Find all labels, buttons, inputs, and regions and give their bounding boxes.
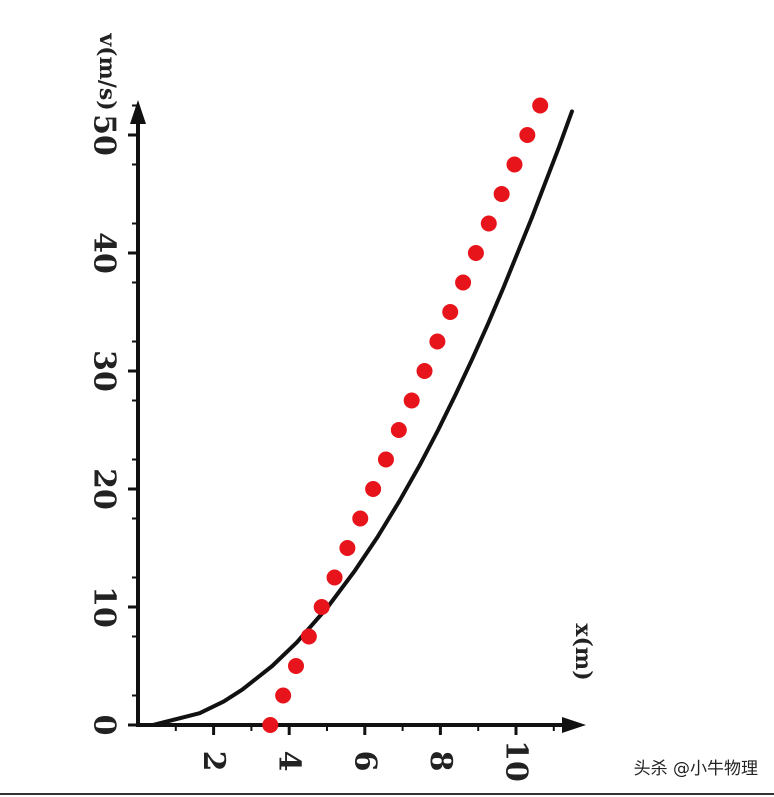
data-point [339, 540, 356, 556]
y-ticks: 2 4 6 8 10 [174, 725, 555, 782]
data-point [442, 304, 459, 320]
y-axis-arrow [562, 717, 586, 733]
data-point [352, 510, 369, 527]
y-tick-label: 2 [196, 751, 231, 772]
x-axis-title: x(m) [570, 623, 596, 680]
x-tick-label: 50 [87, 114, 122, 156]
y-tick-label: 4 [272, 751, 307, 772]
data-point [288, 658, 305, 674]
x-ticks: 0 10 20 30 40 50 [87, 104, 138, 736]
y-tick-label: 8 [423, 751, 458, 772]
data-point [377, 451, 394, 468]
y-tick-label: 10 [499, 740, 534, 782]
data-point [455, 274, 472, 291]
x-tick-label: 30 [87, 350, 122, 392]
data-point [403, 392, 420, 409]
data-point [262, 717, 279, 733]
y-axis-title: v(m/s) [94, 32, 120, 110]
data-point [365, 481, 382, 497]
data-point [506, 156, 523, 173]
x-tick-label: 40 [87, 232, 122, 274]
data-point [519, 127, 536, 143]
data-point [390, 422, 407, 438]
bottom-rule [0, 793, 774, 795]
y-tick-label: 6 [347, 751, 382, 772]
data-point [313, 599, 330, 615]
data-point [416, 363, 433, 379]
x-tick-label: 10 [87, 586, 122, 628]
data-point [326, 569, 343, 586]
x-tick-label: 20 [87, 468, 122, 510]
x-tick-label: 0 [87, 715, 122, 736]
x-axis-arrow [130, 100, 146, 124]
series-layer [151, 97, 574, 733]
data-point [480, 215, 497, 232]
axes [130, 100, 586, 733]
data-point [467, 245, 484, 261]
data-point [429, 333, 446, 350]
model-curve-line [151, 109, 574, 727]
data-point [275, 687, 292, 704]
data-point [300, 628, 317, 645]
data-point [493, 186, 510, 202]
data-point [532, 97, 549, 114]
watermark-text: 头杀 @小牛物理 [633, 759, 758, 779]
